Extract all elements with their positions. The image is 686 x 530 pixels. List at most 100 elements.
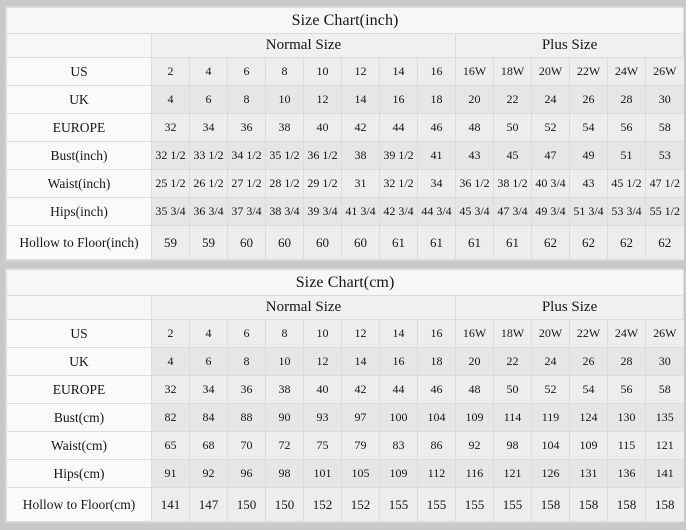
cm-bust-9: 114 (493, 403, 532, 432)
inch-uk-5: 14 (341, 85, 380, 114)
inch-us-13: 26W (644, 57, 684, 86)
cm-waist-1: 68 (189, 431, 228, 460)
cm-uk-1: 6 (189, 347, 228, 376)
table-row: Hips(cm) 91 92 96 98 101 105 109 112 116… (6, 459, 684, 488)
table-row: Bust(cm) 82 84 88 90 93 97 100 104 109 1… (6, 403, 684, 432)
inch-row-label-europe: EUROPE (6, 113, 152, 142)
table-row: EUROPE 32 34 36 38 40 42 44 46 48 50 52 … (6, 375, 684, 404)
table-row: Hips(inch) 35 3/4 36 3/4 37 3/4 38 3/4 3… (6, 197, 684, 226)
inch-bust-5: 38 (341, 141, 380, 170)
cm-europe-9: 50 (493, 375, 532, 404)
inch-group-blank (6, 33, 152, 58)
cm-hollow-4: 152 (303, 487, 342, 522)
inch-waist-6: 32 1/2 (379, 169, 418, 198)
size-table-inch: Size Chart(inch) Normal Size Plus Size U… (5, 7, 685, 260)
inch-bust-6: 39 1/2 (379, 141, 418, 170)
inch-hips-8: 45 3/4 (455, 197, 494, 226)
cm-table-body: Size Chart(cm) Normal Size Plus Size US … (5, 269, 685, 522)
cm-row-label-europe: EUROPE (6, 375, 152, 404)
inch-waist-7: 34 (417, 169, 456, 198)
inch-europe-4: 40 (303, 113, 342, 142)
cm-us-8: 16W (455, 319, 494, 348)
cm-hips-0: 91 (151, 459, 190, 488)
cm-bust-0: 82 (151, 403, 190, 432)
cm-waist-8: 92 (455, 431, 494, 460)
cm-us-10: 20W (531, 319, 570, 348)
inch-row-label-waist: Waist(inch) (6, 169, 152, 198)
cm-waist-12: 115 (607, 431, 646, 460)
inch-europe-10: 52 (531, 113, 570, 142)
cm-hips-8: 116 (455, 459, 494, 488)
inch-europe-0: 32 (151, 113, 190, 142)
inch-hips-10: 49 3/4 (531, 197, 570, 226)
inch-bust-3: 35 1/2 (265, 141, 304, 170)
cm-uk-8: 20 (455, 347, 494, 376)
inch-waist-4: 29 1/2 (303, 169, 342, 198)
cm-row-label-hips: Hips(cm) (6, 459, 152, 488)
cm-row-label-uk: UK (6, 347, 152, 376)
cm-bust-4: 93 (303, 403, 342, 432)
cm-row-label-waist: Waist(cm) (6, 431, 152, 460)
cm-waist-0: 65 (151, 431, 190, 460)
inch-waist-12: 45 1/2 (607, 169, 646, 198)
cm-europe-0: 32 (151, 375, 190, 404)
cm-hollow-9: 155 (493, 487, 532, 522)
cm-waist-13: 121 (644, 431, 684, 460)
cm-hollow-7: 155 (417, 487, 456, 522)
inch-waist-2: 27 1/2 (227, 169, 266, 198)
cm-bust-11: 124 (569, 403, 608, 432)
cm-us-4: 10 (303, 319, 342, 348)
inch-hollow-2: 60 (227, 225, 266, 260)
cm-group-plus-size: Plus Size (454, 295, 685, 320)
cm-europe-1: 34 (189, 375, 228, 404)
cm-waist-10: 104 (531, 431, 570, 460)
cm-waist-4: 75 (303, 431, 342, 460)
cm-uk-0: 4 (151, 347, 190, 376)
cm-europe-4: 40 (303, 375, 342, 404)
inch-us-9: 18W (493, 57, 532, 86)
cm-waist-6: 83 (379, 431, 418, 460)
cm-waist-9: 98 (493, 431, 532, 460)
cm-hollow-5: 152 (341, 487, 380, 522)
cm-us-1: 4 (189, 319, 228, 348)
cm-waist-11: 109 (569, 431, 608, 460)
cm-group-row: Normal Size Plus Size (6, 295, 685, 320)
inch-bust-0: 32 1/2 (151, 141, 190, 170)
cm-waist-2: 70 (227, 431, 266, 460)
inch-row-label-us: US (6, 57, 152, 86)
cm-hips-9: 121 (493, 459, 532, 488)
inch-europe-5: 42 (341, 113, 380, 142)
table-row: EUROPE 32 34 36 38 40 42 44 46 48 50 52 … (6, 113, 684, 142)
inch-uk-8: 20 (455, 85, 494, 114)
inch-hips-0: 35 3/4 (151, 197, 190, 226)
inch-row-label-uk: UK (6, 85, 152, 114)
inch-uk-13: 30 (644, 85, 684, 114)
inch-hips-7: 44 3/4 (417, 197, 456, 226)
cm-bust-1: 84 (189, 403, 228, 432)
inch-group-plus-size: Plus Size (454, 33, 685, 58)
cm-uk-4: 12 (303, 347, 342, 376)
cm-group-blank (6, 295, 152, 320)
cm-waist-5: 79 (341, 431, 380, 460)
inch-us-10: 20W (531, 57, 570, 86)
inch-us-2: 6 (227, 57, 266, 86)
cm-uk-6: 16 (379, 347, 418, 376)
inch-us-3: 8 (265, 57, 304, 86)
cm-bust-6: 100 (379, 403, 418, 432)
cm-uk-7: 18 (417, 347, 456, 376)
inch-hollow-6: 61 (379, 225, 418, 260)
inch-uk-0: 4 (151, 85, 190, 114)
cm-hollow-8: 155 (455, 487, 494, 522)
inch-hips-11: 51 3/4 (569, 197, 608, 226)
cm-uk-10: 24 (531, 347, 570, 376)
cm-hips-5: 105 (341, 459, 380, 488)
cm-hollow-0: 141 (151, 487, 190, 522)
inch-bust-10: 47 (531, 141, 570, 170)
cm-bust-5: 97 (341, 403, 380, 432)
inch-europe-13: 58 (644, 113, 684, 142)
cm-uk-2: 8 (227, 347, 266, 376)
cm-europe-13: 58 (644, 375, 684, 404)
cm-hips-11: 131 (569, 459, 608, 488)
cm-us-2: 6 (227, 319, 266, 348)
inch-bust-11: 49 (569, 141, 608, 170)
